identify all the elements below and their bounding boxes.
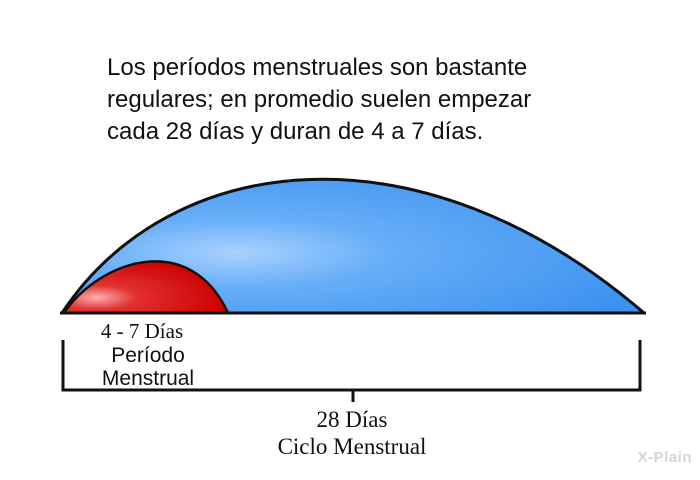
period-name-line1: Período: [111, 344, 185, 367]
period-duration-label: 4 - 7 Días: [101, 319, 183, 343]
caption-line-1: Los períodos menstruales son bastante: [107, 54, 528, 81]
cycle-arc: [60, 177, 646, 315]
xplain-logo: X-Plain: [637, 449, 692, 466]
period-arc: [62, 260, 230, 315]
caption-text: Los períodos menstruales son bastante re…: [107, 52, 627, 148]
cycle-duration-label: 28 Días: [317, 407, 388, 432]
caption-line-2: regulares; en promedio suelen empezar: [107, 86, 532, 113]
period-name-line2: Menstrual: [102, 367, 194, 390]
cycle-name-label: Ciclo Menstrual: [278, 434, 427, 459]
caption-line-3: cada 28 días y duran de 4 a 7 días.: [107, 118, 484, 145]
